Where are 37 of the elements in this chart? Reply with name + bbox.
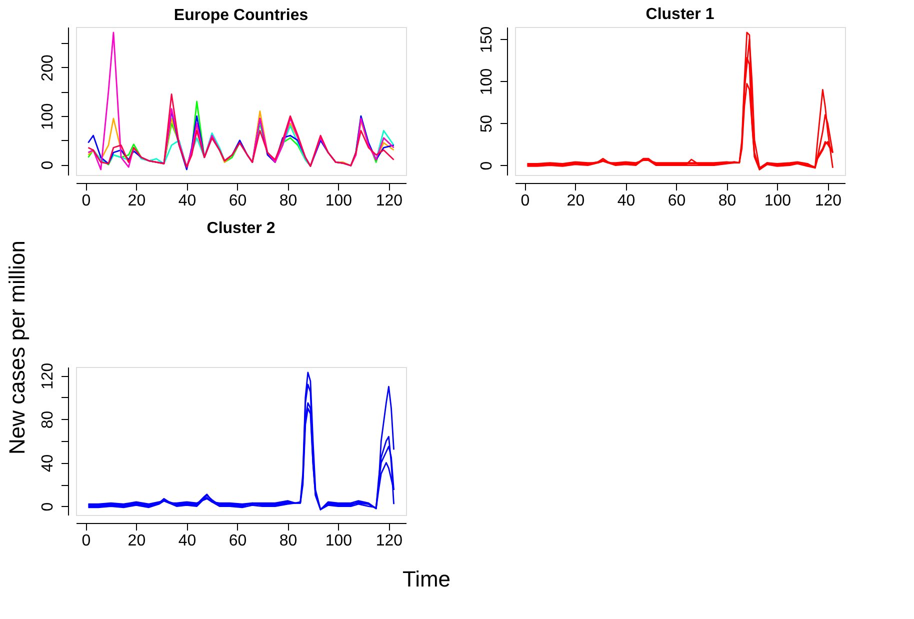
chart-title: Cluster 2 xyxy=(206,220,276,238)
y-tick-label: 100 xyxy=(478,68,496,96)
x-tick-label: 100 xyxy=(764,192,792,210)
x-tick-label: 60 xyxy=(668,192,686,210)
y-tick-label: 80 xyxy=(40,410,56,429)
chart-title: Europe Countries xyxy=(174,7,308,24)
x-tick-label: 60 xyxy=(228,532,247,550)
y-axis-title: New cases per million xyxy=(4,240,30,454)
y-tick-label: 0 xyxy=(40,502,56,512)
y-tick-label: 100 xyxy=(40,103,56,130)
x-tick-label: 60 xyxy=(228,192,247,210)
y-tick-label: 40 xyxy=(40,454,56,472)
x-tick-label: 100 xyxy=(325,192,352,210)
y-tick-label: 200 xyxy=(40,54,56,82)
x-tick-label: 100 xyxy=(325,532,352,550)
x-axis-title: Time xyxy=(402,566,451,592)
y-tick-label: 0 xyxy=(40,160,56,170)
x-tick-label: 0 xyxy=(82,532,91,550)
x-tick-label: 40 xyxy=(178,192,196,210)
y-tick-label: 150 xyxy=(478,26,496,54)
x-tick-label: 40 xyxy=(178,532,196,550)
x-tick-label: 0 xyxy=(520,192,530,210)
chart-title: Cluster 1 xyxy=(646,6,714,23)
x-tick-label: 80 xyxy=(718,192,736,210)
x-tick-label: 0 xyxy=(82,192,91,210)
x-tick-label: 120 xyxy=(814,192,842,210)
x-tick-label: 120 xyxy=(376,532,403,550)
x-tick-label: 120 xyxy=(376,192,403,210)
y-tick-label: 50 xyxy=(478,114,496,133)
x-tick-label: 80 xyxy=(279,532,298,550)
y-tick-label: 120 xyxy=(40,362,56,390)
x-tick-label: 80 xyxy=(279,192,298,210)
x-tick-label: 20 xyxy=(128,192,146,210)
y-tick-label: 0 xyxy=(478,161,496,170)
x-tick-label: 40 xyxy=(617,192,636,210)
x-tick-label: 20 xyxy=(128,532,146,550)
x-tick-label: 20 xyxy=(566,192,585,210)
